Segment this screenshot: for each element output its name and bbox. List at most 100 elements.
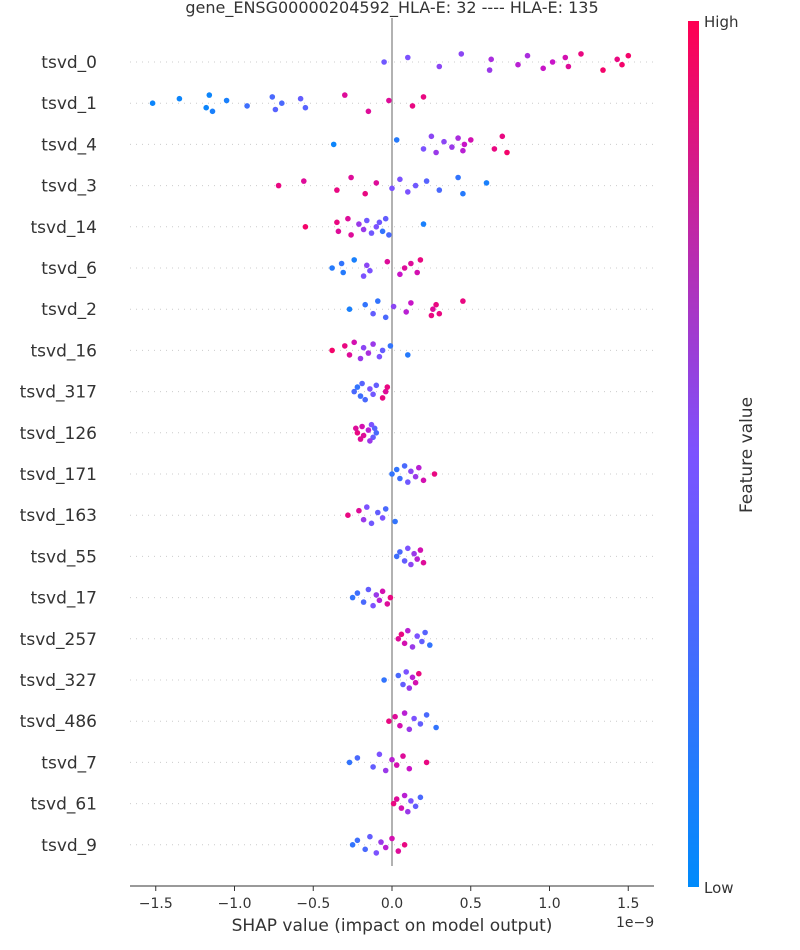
shap-point [382, 506, 389, 512]
shap-point [405, 54, 411, 61]
shap-point [411, 715, 417, 722]
shap-point [356, 221, 362, 227]
shap-point [491, 146, 498, 152]
shap-point [540, 65, 546, 72]
shap-point [364, 504, 370, 510]
shap-point [367, 438, 373, 444]
feature-label: tsvd_486 [20, 712, 97, 732]
shap-point [269, 94, 276, 100]
shap-point [381, 59, 387, 65]
shap-point [419, 638, 425, 645]
shap-point [345, 512, 351, 518]
shap-points [149, 51, 632, 856]
shap-point [393, 762, 400, 768]
shap-point [393, 466, 400, 473]
shap-point [625, 52, 632, 59]
shap-point [370, 434, 376, 441]
shap-point [423, 759, 430, 766]
x-tick-label: 1.0 [538, 896, 560, 912]
shap-point [393, 137, 400, 143]
shap-point [365, 427, 372, 433]
shap-point [386, 97, 392, 104]
shap-point [297, 95, 304, 102]
shap-point [368, 230, 375, 236]
shap-point [405, 352, 411, 358]
shap-point [406, 765, 413, 772]
shap-point [449, 144, 455, 150]
shap-point [405, 479, 411, 485]
shap-point [423, 178, 430, 184]
shap-point [382, 215, 389, 222]
shap-point [414, 633, 421, 639]
shap-point [346, 759, 353, 766]
shap-point [340, 269, 347, 276]
shap-point [354, 590, 361, 596]
shap-point [351, 257, 358, 263]
shap-point [368, 520, 375, 527]
shap-point [334, 219, 340, 226]
shap-point [357, 355, 364, 362]
shap-point [565, 63, 572, 70]
shap-point [329, 265, 335, 271]
shap-point [149, 100, 156, 106]
shap-point [398, 805, 405, 811]
x-tick-label: 0.0 [381, 896, 403, 912]
shap-point [408, 260, 414, 267]
shap-point [461, 141, 468, 148]
shap-point [427, 642, 433, 648]
shap-point [455, 174, 461, 181]
shap-point [417, 721, 424, 727]
shap-point [416, 670, 422, 677]
feature-label: tsvd_126 [20, 424, 97, 444]
shap-point [379, 395, 386, 401]
shap-point [386, 718, 392, 724]
shap-point [382, 767, 389, 774]
shap-point [360, 273, 367, 279]
feature-label: tsvd_16 [30, 341, 97, 361]
shap-point [401, 842, 408, 848]
feature-label: tsvd_317 [20, 383, 97, 403]
shap-point [349, 842, 356, 848]
shap-point [356, 507, 362, 514]
shap-point [414, 269, 421, 276]
shap-point [335, 228, 342, 235]
shap-point [405, 545, 411, 552]
shap-point [409, 103, 416, 109]
shap-point [330, 141, 337, 148]
shap-point [342, 343, 348, 349]
shap-point [441, 138, 447, 145]
shap-point [364, 217, 370, 224]
shap-point [549, 59, 556, 65]
shap-point [370, 310, 376, 317]
shap-point [395, 848, 402, 854]
shap-point [392, 713, 398, 720]
shap-point [367, 833, 373, 840]
shap-point [460, 298, 466, 304]
shap-point [406, 726, 413, 733]
shap-point [373, 850, 380, 856]
shap-point [499, 133, 506, 140]
shap-point [401, 558, 408, 564]
x-tick-label: −0.5 [296, 896, 330, 912]
shap-point [376, 597, 383, 604]
feature-label: tsvd_6 [41, 259, 97, 279]
shap-point [351, 339, 358, 346]
shap-point [428, 312, 435, 319]
feature-label: tsvd_171 [20, 465, 97, 485]
shap-point [209, 108, 216, 115]
x-tick-label: −1.0 [218, 896, 252, 912]
shap-point [405, 627, 411, 634]
shap-point [401, 640, 408, 647]
shap-point [373, 382, 380, 389]
shap-point [524, 52, 531, 59]
shap-point [397, 271, 403, 278]
feature-label: tsvd_7 [41, 753, 97, 773]
shap-point [362, 301, 369, 308]
shap-point [403, 669, 410, 675]
shap-point [302, 104, 309, 111]
shap-point [379, 228, 386, 235]
shap-point [379, 347, 386, 354]
shap-point [357, 393, 364, 399]
shap-point [379, 588, 386, 595]
